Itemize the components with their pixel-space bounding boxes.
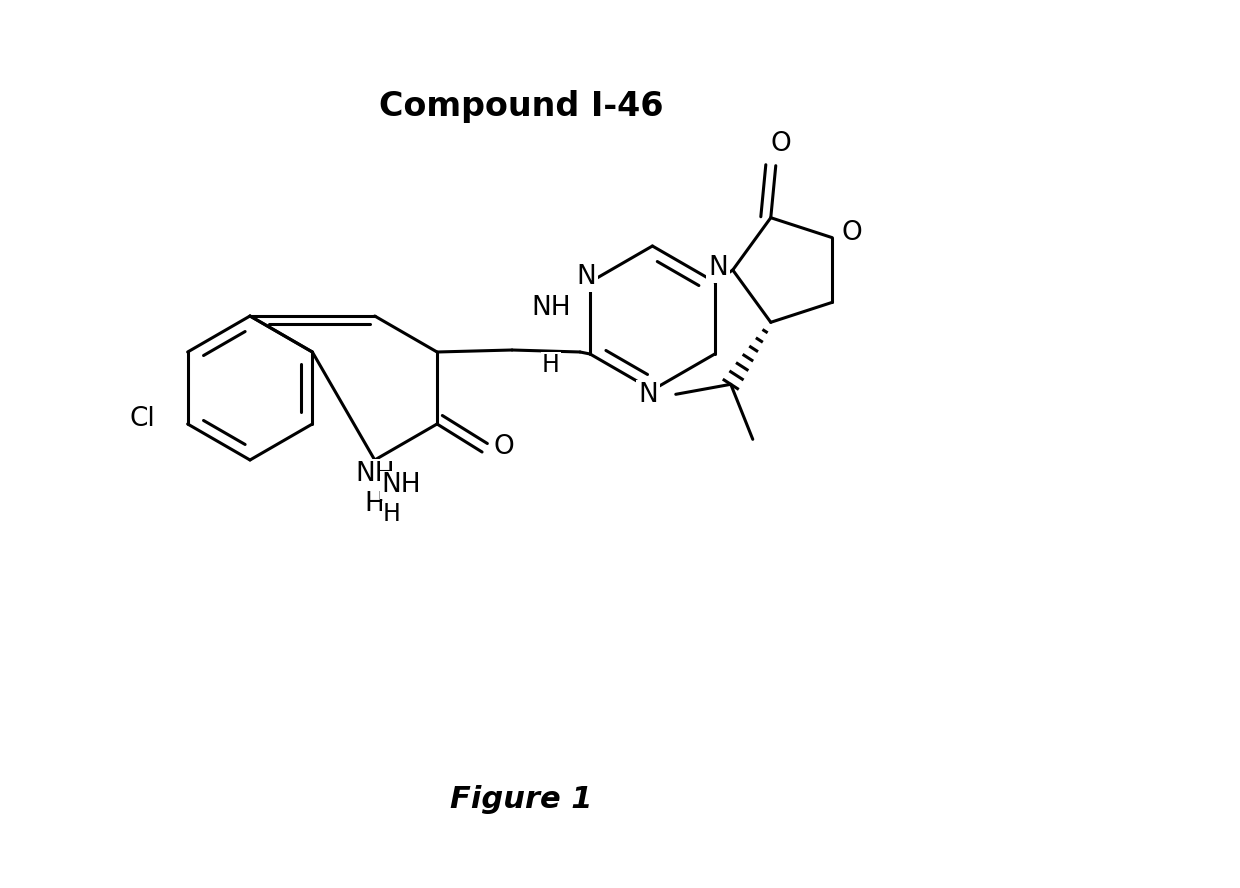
Text: N: N — [708, 255, 728, 281]
Text: O: O — [842, 219, 863, 246]
Text: N: N — [577, 264, 596, 290]
Text: N: N — [639, 382, 658, 408]
Text: O: O — [494, 434, 515, 460]
Text: O: O — [770, 131, 791, 156]
Text: NH: NH — [382, 472, 422, 498]
Text: Cl: Cl — [130, 406, 156, 432]
Text: NH
H: NH H — [355, 461, 394, 517]
Text: Figure 1: Figure 1 — [450, 785, 591, 813]
Text: NH: NH — [531, 295, 570, 321]
Text: Compound I-46: Compound I-46 — [378, 90, 663, 123]
Text: H: H — [383, 502, 401, 526]
Text: H: H — [542, 353, 560, 377]
